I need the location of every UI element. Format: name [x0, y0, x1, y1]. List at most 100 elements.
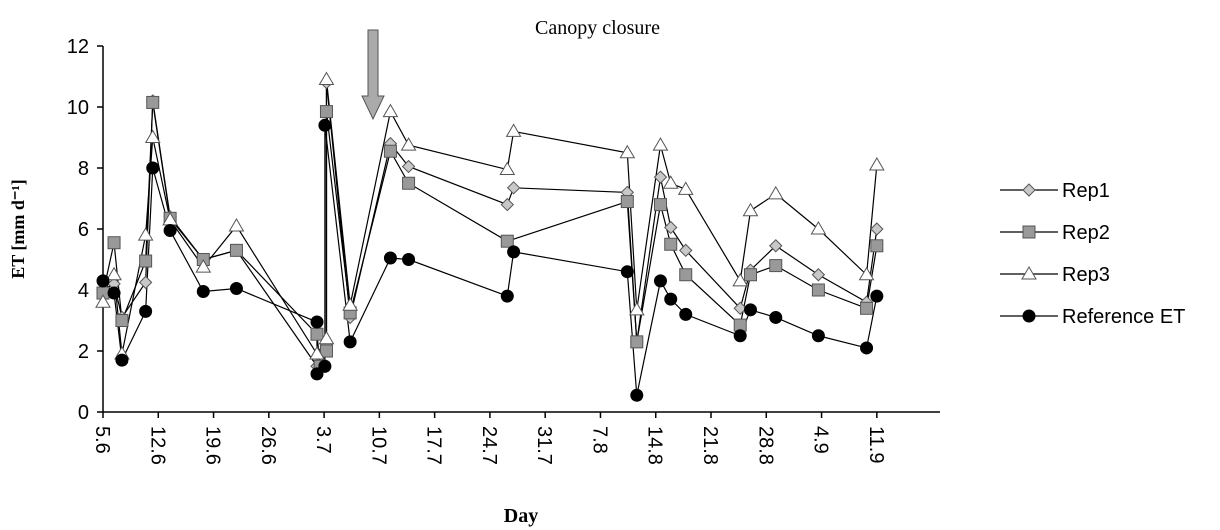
data-point: [499, 161, 516, 176]
x-axis-title: Day: [504, 505, 538, 527]
legend-label: Rep1: [1062, 180, 1110, 202]
data-point: [620, 265, 634, 279]
x-tick-label: 5.6: [91, 426, 113, 454]
y-tick-label: 2: [78, 341, 89, 363]
legend-label: Rep2: [1062, 222, 1110, 244]
data-point: [628, 301, 645, 316]
data-point: [401, 159, 416, 174]
data-point: [96, 274, 110, 288]
data-point: [733, 329, 747, 343]
x-tick-label: 26.6: [257, 426, 279, 465]
data-point: [310, 327, 324, 341]
data-point: [630, 388, 644, 402]
x-tick-label: 12.6: [146, 426, 168, 465]
data-point: [769, 239, 783, 253]
data-point: [506, 181, 521, 195]
data-point: [196, 285, 210, 299]
data-point: [811, 329, 825, 343]
x-tick-label: 31.7: [533, 426, 555, 465]
x-tick-label: 3.7: [312, 426, 334, 454]
data-point: [507, 245, 521, 259]
legend-marker: [1022, 225, 1036, 239]
x-tick-label: 11.9: [865, 426, 887, 463]
data-point: [870, 289, 884, 303]
data-point: [318, 71, 335, 86]
legend-label: Rep3: [1062, 264, 1110, 286]
data-point: [402, 176, 416, 190]
x-tick-label: 10.7: [367, 426, 389, 465]
series-line: [102, 102, 878, 367]
series-line: [102, 82, 878, 368]
legend-marker: [1022, 309, 1036, 323]
legend-label: Reference ET: [1062, 306, 1185, 328]
data-point: [343, 335, 357, 349]
data-point: [318, 359, 332, 373]
data-point: [500, 234, 514, 248]
data-point: [318, 330, 335, 345]
data-point: [664, 220, 678, 235]
data-point: [383, 251, 397, 265]
data-point: [868, 156, 885, 171]
y-axis-title: ET [mm d⁻¹]: [8, 179, 28, 279]
data-point: [500, 289, 514, 303]
y-tick-label: 12: [67, 36, 89, 58]
y-tick-label: 6: [78, 219, 89, 241]
data-point: [400, 137, 417, 151]
data-point: [870, 222, 884, 236]
data-point: [677, 181, 694, 195]
data-point: [769, 310, 783, 324]
data-point: [106, 266, 122, 281]
data-point: [195, 259, 212, 273]
data-point: [743, 303, 757, 317]
data-point: [318, 118, 332, 132]
data-point: [383, 144, 397, 158]
data-point: [95, 294, 111, 308]
data-point: [137, 227, 154, 241]
data-point: [732, 272, 749, 287]
data-point: [742, 202, 759, 217]
y-tick-label: 4: [78, 280, 89, 302]
data-point: [743, 268, 757, 282]
data-point: [342, 297, 359, 311]
data-point: [630, 335, 644, 349]
x-tick-label: 19.6: [202, 426, 224, 465]
data-point: [653, 274, 667, 288]
data-point: [653, 198, 667, 212]
x-tick-label: 24.7: [478, 426, 500, 465]
data-point: [620, 195, 634, 209]
x-tick-label: 17.7: [423, 426, 445, 465]
data-point: [144, 129, 161, 143]
data-point: [619, 144, 636, 159]
legend-marker: [1022, 183, 1036, 197]
data-point: [319, 344, 333, 358]
data-point: [310, 367, 324, 381]
data-point: [679, 268, 693, 282]
annotation: Canopy closure: [535, 17, 660, 39]
data-point: [653, 170, 668, 184]
data-point: [664, 292, 678, 306]
data-point: [810, 221, 827, 235]
data-point: [146, 161, 160, 175]
x-tick-label: 4.9: [810, 426, 832, 454]
data-point: [115, 353, 129, 367]
data-point: [679, 243, 693, 258]
data-point: [382, 103, 399, 118]
data-point: [664, 237, 678, 251]
data-point: [811, 268, 826, 282]
data-point: [860, 301, 874, 315]
data-point: [310, 315, 324, 329]
data-point: [662, 175, 679, 189]
y-tick-label: 0: [78, 402, 89, 424]
data-point: [139, 304, 153, 318]
data-point: [811, 283, 825, 297]
data-point: [146, 95, 160, 109]
x-tick-label: 28.8: [754, 426, 776, 465]
data-point: [309, 346, 325, 360]
data-point: [228, 217, 245, 232]
y-tick-label: 10: [67, 97, 89, 119]
x-tick-label: 21.8: [699, 426, 721, 465]
x-tick-label: 7.8: [588, 426, 610, 454]
data-point: [767, 185, 784, 200]
data-point: [319, 105, 333, 119]
data-point: [402, 253, 416, 266]
